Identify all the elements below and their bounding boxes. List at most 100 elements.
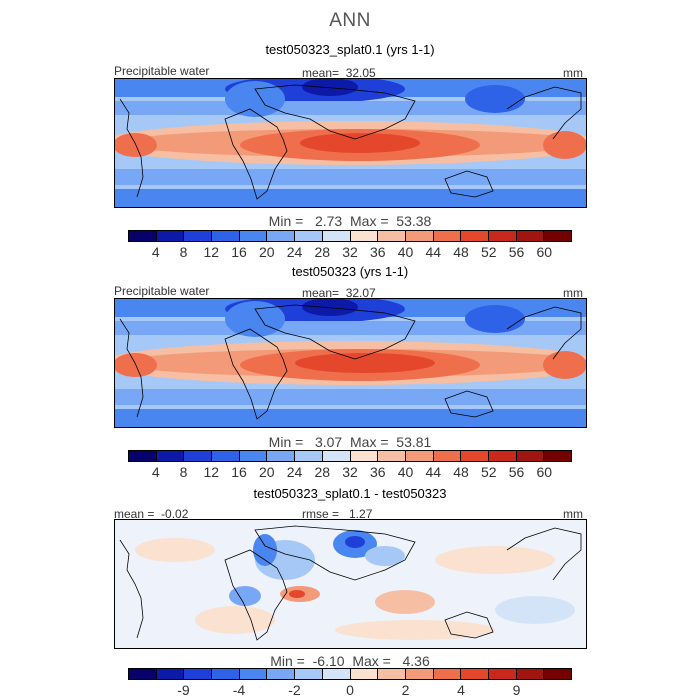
colorbar-swatch [129,231,157,241]
panel-1-colorbar [128,230,572,242]
panel-3-title: test050323_splat0.1 - test050323 [253,486,447,501]
colorbar-swatch [212,231,240,241]
colorbar-tick-label: 9 [512,682,521,698]
colorbar-tick-label: 48 [453,464,469,480]
colorbar-swatch [378,231,406,241]
colorbar-swatch [433,451,462,461]
main-title: ANN [329,10,371,31]
panel-3-rmse-label: rmse = 1.27 [302,507,373,521]
colorbar-tick-label: 12 [203,244,220,260]
colorbar-tick-label: 40 [397,244,414,260]
colorbar-swatch [461,231,489,241]
colorbar-swatch [212,669,240,679]
colorbar-tick-label: 4 [151,244,160,260]
colorbar-swatch [239,231,268,241]
colorbar-tick-label: -4 [232,682,246,698]
colorbar-swatch [405,231,434,241]
panel-3-map [114,519,587,649]
panel-3-mean-label: mean = -0.02 [114,507,189,521]
colorbar-swatch [378,451,406,461]
panel-3-units-label: mm [563,507,583,521]
colorbar-swatch [488,669,517,679]
colorbar-swatch [156,669,185,679]
colorbar-swatch [212,451,240,461]
panel-1-units-label: mm [563,66,583,80]
colorbar-tick-label: 48 [453,244,469,260]
colorbar-tick-label: 60 [536,244,553,260]
colorbar-tick-label: 24 [286,244,303,260]
panel-2-minmax: Min = 3.07 Max = 53.81 [268,434,432,450]
colorbar-tick-label: 24 [286,464,303,480]
colorbar-swatch [378,669,406,679]
colorbar-swatch [267,451,296,461]
colorbar-tick-label: 4 [457,682,465,698]
panel-2-variable-label: Precipitable water [114,284,210,298]
panel-3-colorbar [128,668,572,680]
colorbar-tick-label: 28 [314,464,331,480]
panel-2-units-label: mm [563,286,583,300]
colorbar-swatch [350,669,379,679]
colorbar-tick-label: 16 [231,244,247,260]
colorbar-swatch [405,451,434,461]
colorbar-swatch [129,451,157,461]
colorbar-tick-label: 20 [258,244,275,260]
colorbar-tick-label: 32 [342,464,358,480]
colorbar-swatch [184,231,213,241]
colorbar-swatch [461,669,489,679]
colorbar-swatch [239,669,268,679]
colorbar-tick-label: 52 [480,244,497,260]
colorbar-tick-label: 44 [425,464,442,480]
colorbar-tick-label: 32 [342,244,358,260]
colorbar-swatch [295,451,323,461]
colorbar-swatch [239,451,268,461]
colorbar-tick-label: 20 [258,464,275,480]
colorbar-swatch [516,231,545,241]
colorbar-swatch [516,669,545,679]
colorbar-swatch [405,669,434,679]
panel-1-minmax: Min = 2.73 Max = 53.38 [268,213,432,229]
panel-3-colorbar-ticks: -9 -4 -2 0 2 4 9 [128,682,572,698]
panel-1-title: test050323_splat0.1 (yrs 1-1) [265,42,435,57]
colorbar-tick-label: 60 [536,464,553,480]
colorbar-tick-label: 56 [508,464,525,480]
colorbar-tick-label: 8 [179,464,188,480]
colorbar-swatch [544,669,571,679]
colorbar-swatch [156,451,185,461]
colorbar-swatch [184,451,213,461]
colorbar-tick-label: 44 [425,244,442,260]
colorbar-swatch [295,231,323,241]
panel-1-map [114,78,587,208]
colorbar-tick-label: 4 [151,464,160,480]
colorbar-swatch [433,669,462,679]
colorbar-tick-label: 8 [179,244,188,260]
colorbar-swatch [516,451,545,461]
panel-3-minmax: Min = -6.10 Max = 4.36 [270,653,430,669]
colorbar-swatch [267,669,296,679]
colorbar-swatch [544,231,571,241]
colorbar-swatch [488,451,517,461]
colorbar-tick-label: 36 [369,464,386,480]
colorbar-tick-label: 28 [314,244,331,260]
panel-2-mean-label: mean= 32.07 [302,286,376,300]
panel-1-colorbar-ticks: 4 8 12 16 20 24 28 32 36 40 44 48 52 56 60 [128,244,572,260]
colorbar-tick-label: 12 [203,464,220,480]
panel-2-colorbar-ticks: 4 8 12 16 20 24 28 32 36 40 44 48 52 56 60 [128,464,572,480]
colorbar-tick-label: 56 [508,244,525,260]
colorbar-swatch [184,669,213,679]
colorbar-swatch [295,669,323,679]
panel-1-mean-label: mean= 32.05 [302,66,376,80]
colorbar-swatch [156,231,185,241]
colorbar-tick-label: 2 [401,682,410,698]
colorbar-swatch [544,451,571,461]
colorbar-swatch [322,231,351,241]
colorbar-swatch [267,231,296,241]
colorbar-tick-label: -2 [288,682,301,698]
colorbar-tick-label: 40 [397,464,414,480]
colorbar-tick-label: 52 [480,464,497,480]
panel-1-variable-label: Precipitable water [114,64,210,78]
colorbar-swatch [129,669,157,679]
colorbar-tick-label: 16 [231,464,247,480]
colorbar-swatch [350,451,379,461]
colorbar-tick-label: 36 [369,244,386,260]
panel-2-title: test050323 (yrs 1-1) [291,264,409,279]
